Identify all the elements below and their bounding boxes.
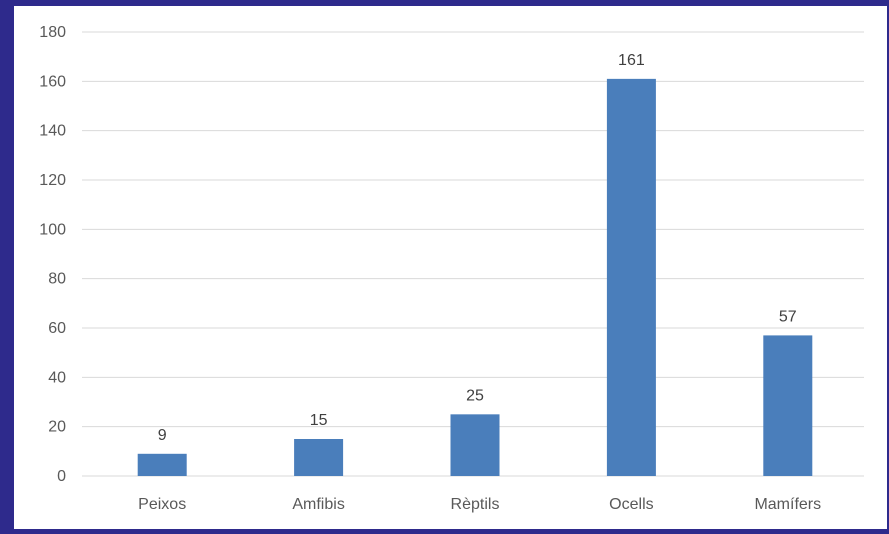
y-tick-label: 20 [48, 419, 66, 436]
bar-amfibis [294, 439, 344, 476]
bar-mamífers [763, 335, 813, 476]
y-tick-label: 180 [39, 24, 66, 41]
data-label: 15 [310, 412, 328, 429]
x-category-label: Amfibis [292, 496, 344, 513]
y-tick-label: 0 [57, 468, 66, 485]
data-labels: 9 15 25 161 57 [158, 52, 797, 444]
x-category-label: Mamífers [754, 496, 821, 513]
bar-chart: 0 20 40 60 80 100 120 140 160 180 9 15 25 161 57 Peix… [39, 24, 864, 513]
data-label: 161 [618, 52, 645, 69]
bar-peixos [137, 453, 187, 476]
data-label: 9 [158, 427, 167, 444]
bars [137, 78, 813, 476]
bar-ocells [606, 78, 656, 476]
x-axis-categories: Peixos Amfibis Rèptils Ocells Mamífers [138, 496, 821, 513]
bar-rèptils [450, 414, 500, 476]
data-label: 57 [779, 308, 797, 325]
y-tick-label: 120 [39, 172, 66, 189]
y-tick-label: 160 [39, 73, 66, 90]
y-tick-label: 140 [39, 123, 66, 140]
y-tick-label: 60 [48, 320, 66, 337]
y-tick-label: 80 [48, 271, 66, 288]
y-axis-ticks: 0 20 40 60 80 100 120 140 160 180 [39, 24, 66, 485]
x-category-label: Rèptils [451, 496, 500, 513]
chart-panel: 0 20 40 60 80 100 120 140 160 180 9 15 25 161 57 Peix… [14, 6, 887, 529]
gridlines [82, 31, 864, 477]
x-category-label: Ocells [609, 496, 653, 513]
data-label: 25 [466, 387, 484, 404]
y-tick-label: 40 [48, 369, 66, 386]
x-category-label: Peixos [138, 496, 186, 513]
y-tick-label: 100 [39, 221, 66, 238]
